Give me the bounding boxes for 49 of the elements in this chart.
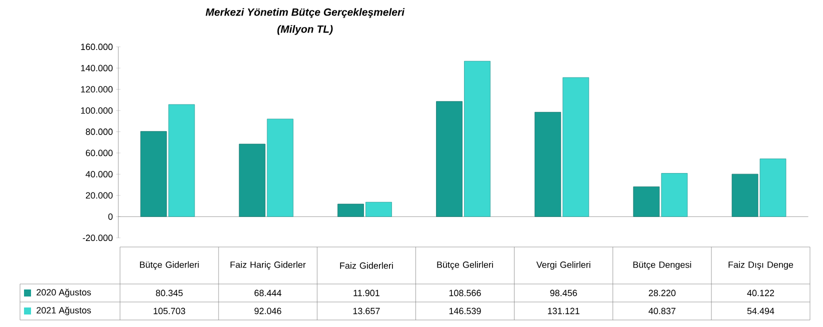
bar: [366, 202, 392, 217]
bar: [338, 204, 364, 217]
bar: [140, 131, 167, 217]
chart-title: Merkezi Yönetim Bütçe Gerçekleşmeleri: [206, 8, 405, 18]
y-tick-label: 80.000: [86, 128, 113, 135]
x-tick-label: Faiz Dışı Denge: [728, 261, 794, 270]
y-tick-label: 0: [108, 213, 113, 220]
data-label: 54.494: [747, 308, 774, 314]
data-label: 105.703: [154, 308, 186, 314]
data-label: 98.456: [550, 290, 577, 296]
bar: [168, 104, 195, 217]
bar: [760, 158, 786, 217]
x-tick-label: Faiz Hariç Giderler: [230, 261, 306, 270]
bar: [732, 174, 758, 217]
legend-label: 2020 Ağustos: [36, 288, 91, 298]
data-label: 92.046: [254, 308, 282, 314]
x-tick-label: Faiz Giderleri: [340, 262, 393, 269]
data-label: 146.539: [449, 308, 481, 314]
y-tick-label: 100.000: [81, 107, 113, 114]
data-label: 80.345: [156, 290, 183, 296]
data-label: 40.122: [747, 290, 774, 296]
bar: [436, 101, 462, 217]
x-tick-label: Bütçe Dengesi: [633, 261, 692, 270]
data-label: 11.901: [354, 290, 380, 296]
y-tick-label: 40.000: [86, 171, 113, 178]
y-tick-label: 20.000: [86, 192, 113, 199]
bar: [633, 186, 660, 217]
data-label: 40.837: [648, 308, 676, 314]
x-tick-label: Bütçe Giderleri: [140, 261, 199, 270]
y-tick-label: -20.000: [82, 234, 113, 242]
legend-label: 2021 Ağustos: [36, 306, 91, 316]
bar: [534, 112, 562, 217]
x-tick-label: Bütçe Gelirleri: [437, 261, 493, 270]
data-label: 131.121: [548, 308, 580, 314]
bar: [266, 118, 294, 217]
data-label: 28.220: [648, 290, 676, 296]
x-tick-label: Vergi Gelirleri: [536, 261, 590, 270]
data-label: 108.566: [449, 290, 481, 296]
data-label: 13.657: [353, 308, 380, 314]
data-label: 68.444: [254, 290, 282, 296]
y-tick-label: 140.000: [81, 64, 113, 72]
bar: [562, 77, 590, 217]
y-tick-label: 160.000: [81, 44, 113, 50]
chart-subtitle: (Milyon TL): [277, 25, 333, 35]
y-tick-label: 120.000: [81, 86, 113, 92]
bar: [464, 60, 490, 217]
bar: [238, 144, 266, 217]
y-tick-label: 60.000: [86, 150, 113, 156]
bar: [661, 173, 688, 217]
